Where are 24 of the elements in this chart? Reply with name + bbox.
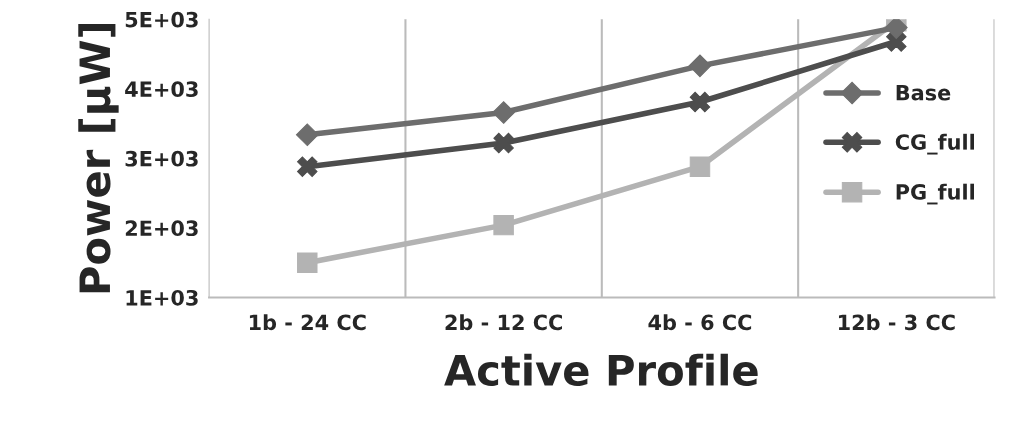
legend-label: CG_full	[895, 133, 974, 155]
point	[689, 156, 711, 177]
y-tick-label: 4E+03	[125, 81, 198, 98]
point	[297, 252, 318, 273]
y-tick-label: 5E+03	[125, 11, 198, 28]
point	[493, 214, 514, 236]
point	[297, 156, 318, 177]
x-axis-title: Active Profile	[444, 353, 758, 386]
point	[492, 101, 515, 124]
x-tick-label: 1b - 24 CC	[249, 314, 366, 331]
point	[688, 54, 712, 78]
point	[493, 132, 514, 154]
point	[295, 123, 319, 147]
legend-label: Base	[896, 85, 951, 101]
y-tick-label: 1E+03	[126, 289, 198, 306]
y-tick-label: 3E+03	[125, 150, 198, 167]
legend-label: PG_full	[896, 183, 974, 205]
point	[885, 19, 908, 39]
x-tick-label: 4b - 6 CC	[648, 314, 752, 331]
x-tick-label: 2b - 12 CC	[445, 314, 562, 331]
y-axis-title: Power [µW]	[78, 24, 119, 293]
point	[689, 91, 711, 113]
x-tick-label: 12b - 3 CC	[838, 314, 955, 331]
y-tick-label: 2E+03	[125, 220, 198, 237]
